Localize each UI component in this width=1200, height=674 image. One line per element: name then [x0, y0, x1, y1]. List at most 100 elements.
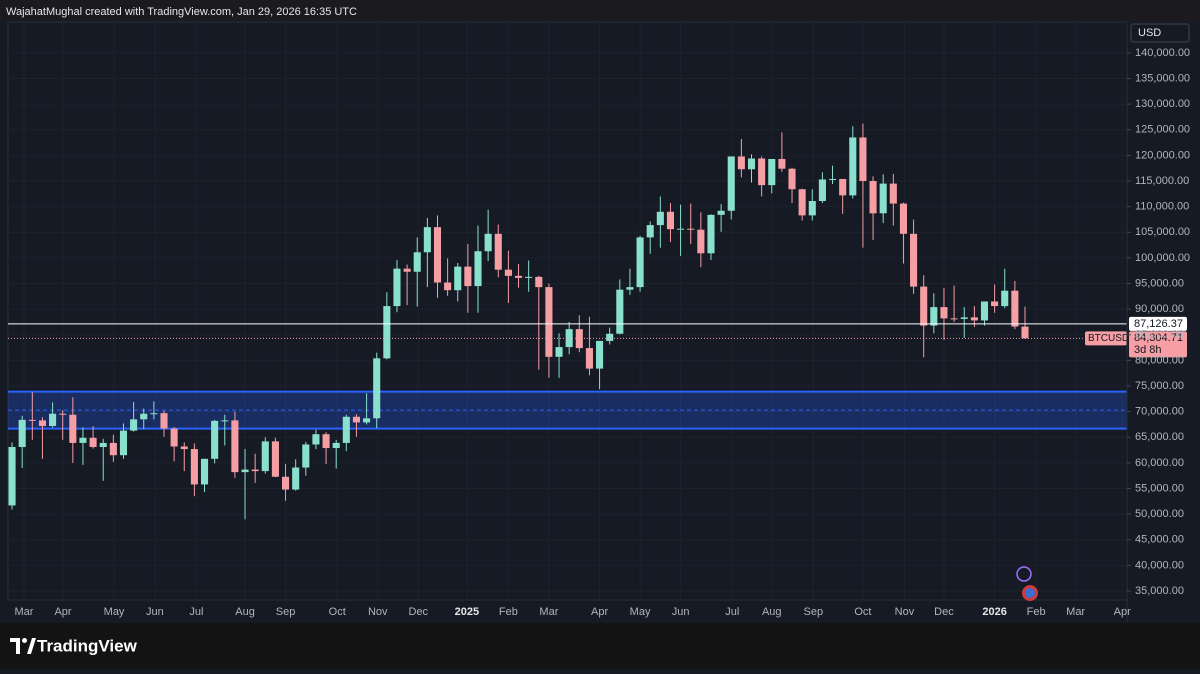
x-tick-label: Dec — [934, 606, 954, 618]
candles — [8, 123, 1029, 520]
candle-body — [464, 266, 472, 287]
icon[interactable] — [1016, 566, 1032, 582]
candle-body — [758, 158, 766, 186]
candle-body — [575, 329, 583, 349]
x-tick-label: Dec — [408, 606, 428, 618]
candle-body — [737, 156, 745, 170]
candle-body — [616, 289, 624, 334]
logo-mark — [22, 638, 27, 643]
candle-body — [241, 469, 249, 473]
y-tick-label: 90,000.00 — [1135, 303, 1184, 315]
y-tick-label: 105,000.00 — [1135, 226, 1190, 238]
y-tick-label: 75,000.00 — [1135, 380, 1184, 392]
candle-body — [707, 214, 715, 254]
candle-body — [454, 266, 462, 291]
x-tick-label: Jul — [189, 606, 203, 618]
candle-body — [18, 419, 26, 448]
candle-body — [292, 467, 300, 490]
candle-body — [1021, 326, 1029, 339]
y-tick-label: 65,000.00 — [1135, 431, 1184, 443]
candle-body — [332, 442, 340, 449]
zone — [8, 391, 1127, 429]
candle-body — [626, 287, 634, 290]
x-tick-label: Feb — [1027, 606, 1046, 618]
candle-body — [687, 228, 695, 230]
candle-body — [38, 420, 46, 427]
candle-body — [444, 282, 452, 291]
candle-body — [818, 179, 826, 202]
candle-body — [1001, 290, 1009, 307]
candle-body — [606, 333, 614, 341]
candle-body — [59, 413, 67, 415]
y-tick-label: 110,000.00 — [1135, 201, 1189, 213]
candle-body — [79, 437, 87, 443]
x-tick-label: May — [104, 606, 125, 618]
candle-body — [221, 420, 229, 422]
candle-body — [747, 158, 756, 170]
candle-body — [636, 237, 644, 288]
candle-body — [494, 233, 502, 270]
candle-body — [869, 181, 877, 214]
x-tick-label: Aug — [235, 606, 255, 618]
x-tick-label: Apr — [54, 606, 71, 618]
candle-body — [302, 444, 310, 468]
candle-body — [940, 307, 948, 319]
candle-body — [342, 416, 350, 443]
x-tick-label: 2026 — [982, 606, 1006, 618]
y-tick-label: 135,000.00 — [1135, 72, 1190, 84]
x-tick-label: Mar — [15, 606, 34, 618]
candle-body — [910, 233, 918, 287]
currency-box[interactable] — [1130, 23, 1190, 43]
event-icons — [1016, 566, 1038, 601]
x-axis: Mar Apr May Jun Jul Aug Sep Oct Nov Dec 2025 Feb Mar… — [15, 606, 1132, 618]
candle-body — [282, 476, 290, 490]
candle-body — [312, 434, 320, 445]
candle-body — [423, 227, 431, 253]
candle-body — [363, 418, 371, 423]
zones — [8, 390, 1127, 430]
candle-body — [535, 276, 543, 288]
y-tick-label: 35,000.00 — [1135, 585, 1184, 597]
candle-body — [768, 158, 776, 186]
x-tick-label: Apr — [1114, 606, 1131, 618]
candle-body — [920, 286, 928, 326]
candle-body — [778, 158, 786, 169]
candle-body — [798, 189, 806, 216]
candle-body — [596, 340, 604, 369]
logo — [10, 638, 36, 654]
x-tick-label: Mar — [1066, 606, 1085, 618]
y-tick-label: 120,000.00 — [1135, 149, 1190, 161]
candle-body — [231, 420, 239, 473]
candle-body — [1011, 290, 1019, 327]
x-tick-label: Oct — [854, 606, 871, 618]
candle-body — [393, 268, 401, 307]
x-tick-label: Sep — [276, 606, 296, 618]
candle-body — [69, 414, 77, 443]
candle-body — [373, 358, 381, 419]
price-label: 84,304.71 — [1134, 332, 1183, 344]
x-tick-label: May — [630, 606, 651, 618]
logo-mark — [27, 638, 36, 654]
candle-body — [28, 419, 36, 421]
candle-body — [211, 420, 219, 459]
price-label: 87,126.37 — [1134, 318, 1183, 330]
candle-body — [980, 301, 989, 321]
candle-body — [190, 449, 198, 485]
candle-body — [555, 347, 563, 357]
x-tick-label: Jun — [672, 606, 690, 618]
candle-body — [697, 229, 705, 254]
candle-body — [200, 458, 209, 485]
symbol-box — [1085, 331, 1127, 346]
candle-body — [251, 469, 259, 472]
y-tick-label: 80,000.00 — [1135, 354, 1184, 366]
y-tick-label: 95,000.00 — [1135, 277, 1184, 289]
candle-body — [433, 227, 442, 283]
y-tick-label: 85,000.00 — [1135, 329, 1184, 341]
symbol-label: BTCUSD — [1088, 333, 1129, 344]
candle-body — [646, 225, 654, 238]
candle-body — [585, 348, 593, 369]
candle-body — [828, 178, 837, 180]
price-label-box — [1129, 316, 1187, 331]
y-tick-label: 45,000.00 — [1135, 534, 1184, 546]
